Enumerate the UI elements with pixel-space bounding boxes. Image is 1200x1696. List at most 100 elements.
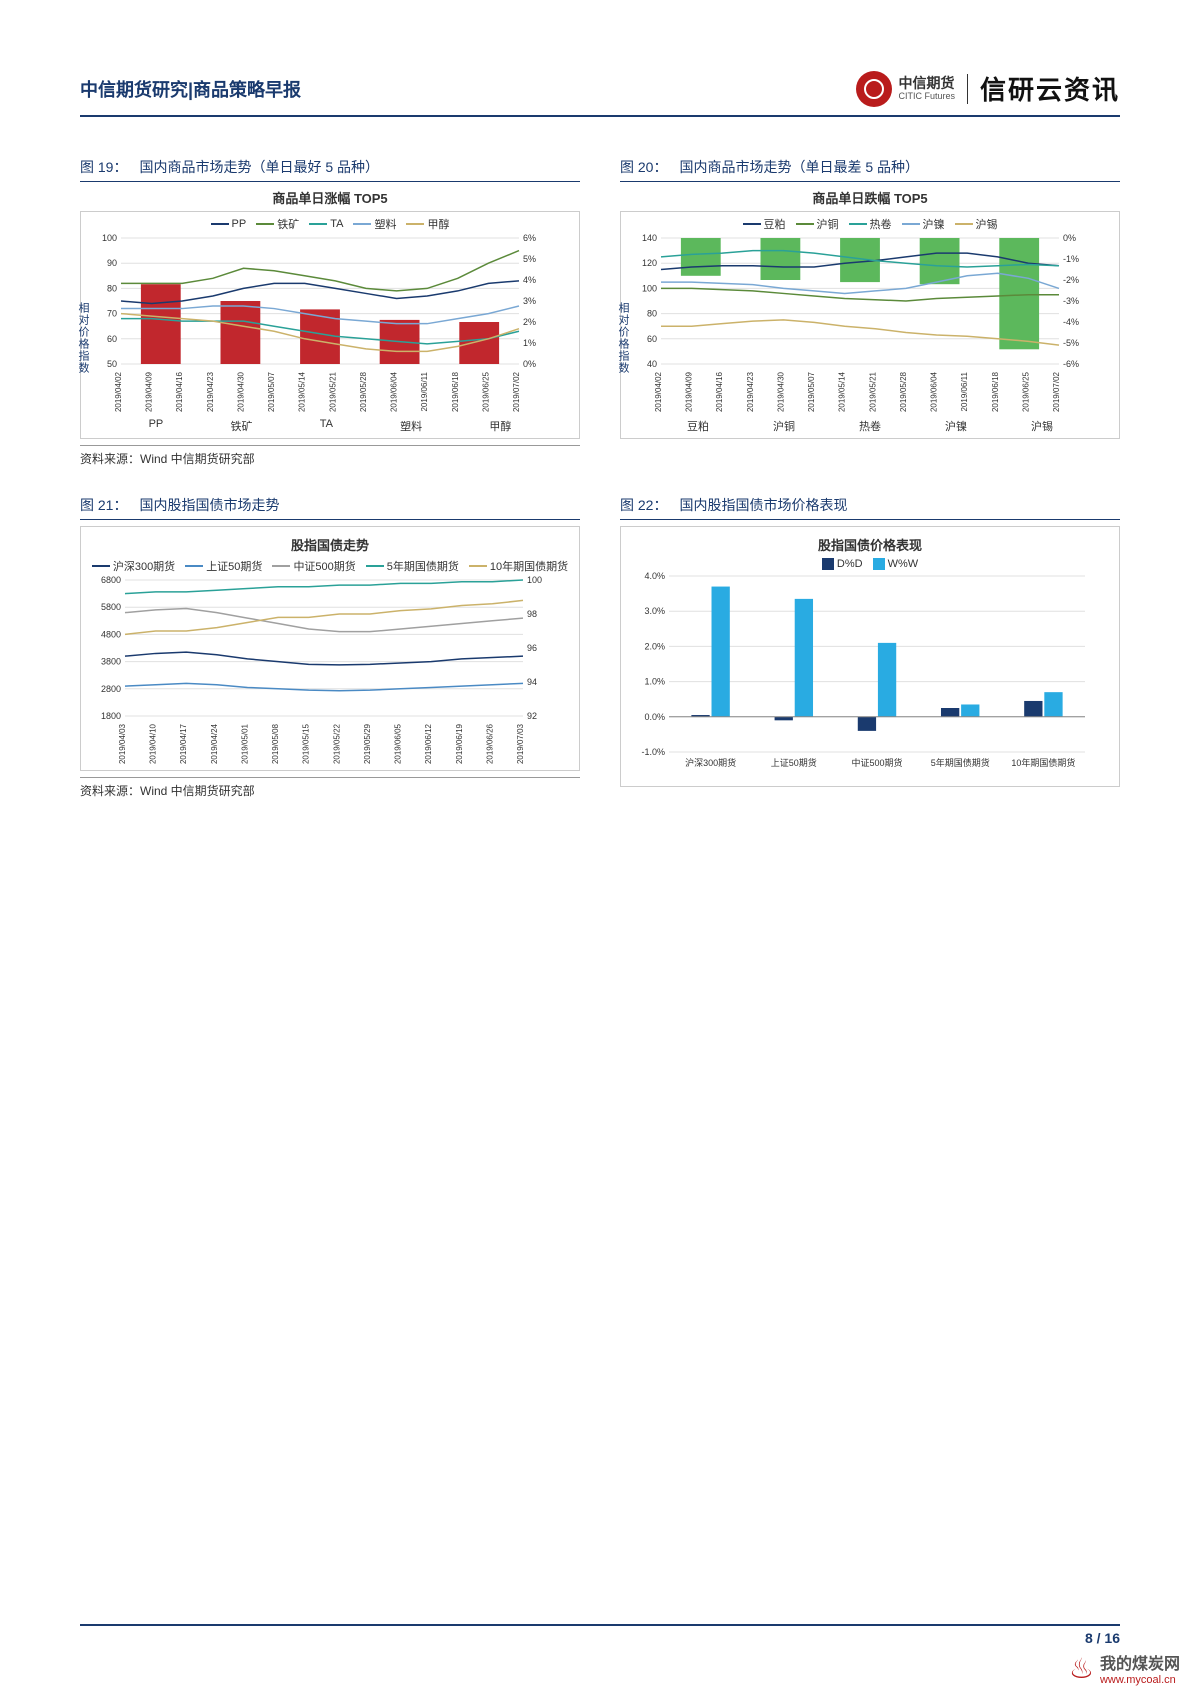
svg-text:2019/05/07: 2019/05/07 xyxy=(267,371,276,412)
svg-text:92: 92 xyxy=(527,711,537,721)
header-title: 中信期货研究|商品策略早报 xyxy=(80,76,301,102)
flame-icon: ♨ xyxy=(1069,1652,1094,1685)
brand-text: 信研云资讯 xyxy=(980,70,1120,107)
svg-text:2.0%: 2.0% xyxy=(644,641,665,651)
svg-text:2019/05/14: 2019/05/14 xyxy=(298,371,307,412)
svg-text:2019/04/02: 2019/04/02 xyxy=(654,371,663,412)
svg-text:上证50期货: 上证50期货 xyxy=(771,757,817,768)
svg-text:0.0%: 0.0% xyxy=(644,712,665,722)
svg-text:2019/04/24: 2019/04/24 xyxy=(210,723,219,764)
svg-text:4800: 4800 xyxy=(101,629,121,639)
svg-text:1%: 1% xyxy=(523,338,536,348)
svg-text:3%: 3% xyxy=(523,296,536,306)
svg-text:60: 60 xyxy=(647,334,657,344)
chart-19-legend: PP铁矿TA塑料甲醇 xyxy=(85,216,575,232)
svg-text:5年期国债期货: 5年期国债期货 xyxy=(931,757,990,768)
svg-text:2019/06/04: 2019/06/04 xyxy=(930,371,939,412)
svg-text:2019/04/17: 2019/04/17 xyxy=(179,723,188,764)
chart-20-block: 图 20： 国内商品市场走势（单日最差 5 品种） 商品单日跌幅 TOP5 豆粕… xyxy=(620,157,1120,467)
svg-text:98: 98 xyxy=(527,609,537,619)
svg-text:0%: 0% xyxy=(1063,234,1076,243)
svg-text:2019/05/08: 2019/05/08 xyxy=(271,723,280,764)
svg-text:2019/06/18: 2019/06/18 xyxy=(991,371,1000,412)
svg-text:-6%: -6% xyxy=(1063,359,1079,369)
chart-22-legend: D%DW%W xyxy=(625,558,1115,570)
svg-text:5800: 5800 xyxy=(101,602,121,612)
svg-text:40: 40 xyxy=(647,359,657,369)
fig-22-num: 图 22： xyxy=(620,495,667,515)
chart-22-area: 股指国债价格表现 D%DW%W -1.0%0.0%1.0%2.0%3.0%4.0… xyxy=(620,526,1120,787)
page-footer: 8 / 16 xyxy=(80,1624,1120,1646)
svg-text:2019/05/28: 2019/05/28 xyxy=(899,371,908,412)
source-19: 资料来源：Wind 中信期货研究部 xyxy=(80,445,580,467)
fig-19-title: 国内商品市场走势（单日最好 5 品种） xyxy=(139,157,379,177)
svg-text:2019/07/02: 2019/07/02 xyxy=(512,371,521,412)
svg-text:-5%: -5% xyxy=(1063,338,1079,348)
chart-21-block: 图 21： 国内股指国债市场走势 股指国债走势 沪深300期货上证50期货中证5… xyxy=(80,495,580,799)
fig-20-title: 国内商品市场走势（单日最差 5 品种） xyxy=(679,157,919,177)
chart-21-area: 股指国债走势 沪深300期货上证50期货中证500期货5年期国债期货10年期国债… xyxy=(80,526,580,771)
svg-text:2019/04/16: 2019/04/16 xyxy=(175,371,184,412)
svg-text:2019/06/12: 2019/06/12 xyxy=(424,723,433,764)
chart-19-block: 图 19： 国内商品市场走势（单日最好 5 品种） 商品单日涨幅 TOP5 PP… xyxy=(80,157,580,467)
svg-text:6800: 6800 xyxy=(101,576,121,585)
svg-text:-2%: -2% xyxy=(1063,275,1079,285)
svg-text:2019/04/02: 2019/04/02 xyxy=(114,371,123,412)
logo-icon xyxy=(856,71,892,107)
watermark-text: 我的煤炭网 xyxy=(1100,1650,1180,1674)
svg-text:1800: 1800 xyxy=(101,711,121,721)
svg-text:中证500期货: 中证500期货 xyxy=(851,757,902,768)
chart-20-svg: 406080100120140-6%-5%-4%-3%-2%-1%0%2019/… xyxy=(625,234,1095,414)
svg-text:2019/04/10: 2019/04/10 xyxy=(149,723,158,764)
watermark: ♨ 我的煤炭网 www.mycoal.cn xyxy=(1069,1650,1180,1686)
svg-text:2019/06/25: 2019/06/25 xyxy=(1021,371,1030,412)
svg-text:2019/05/21: 2019/05/21 xyxy=(868,371,877,412)
svg-text:2019/06/26: 2019/06/26 xyxy=(485,723,494,764)
svg-text:2019/04/23: 2019/04/23 xyxy=(746,371,755,412)
svg-text:2019/05/21: 2019/05/21 xyxy=(328,371,337,412)
svg-text:80: 80 xyxy=(647,309,657,319)
page-number: 8 / 16 xyxy=(1085,1630,1120,1646)
chart-21-svg: 180028003800480058006800929496981002019/… xyxy=(85,576,555,766)
svg-text:2019/04/30: 2019/04/30 xyxy=(776,371,785,412)
svg-text:2019/05/14: 2019/05/14 xyxy=(838,371,847,412)
svg-text:2019/06/25: 2019/06/25 xyxy=(481,371,490,412)
chart-21-title: 股指国债走势 xyxy=(85,535,575,554)
svg-text:96: 96 xyxy=(527,643,537,653)
svg-text:94: 94 xyxy=(527,677,537,687)
chart-19-title: 商品单日涨幅 TOP5 xyxy=(80,188,580,207)
source-21: 资料来源：Wind 中信期货研究部 xyxy=(80,777,580,799)
svg-text:50: 50 xyxy=(107,359,117,369)
svg-text:90: 90 xyxy=(107,258,117,268)
svg-text:2019/04/03: 2019/04/03 xyxy=(118,723,127,764)
fig-20-num: 图 20： xyxy=(620,157,667,177)
chart-19-categories: PP铁矿TA塑料甲醇 xyxy=(85,418,575,434)
svg-text:3800: 3800 xyxy=(101,657,121,667)
header-logo-group: 中信期货 CITIC Futures 信研云资讯 xyxy=(856,70,1120,107)
chart-20-categories: 豆粕沪铜热卷沪镍沪锡 xyxy=(625,418,1115,434)
svg-text:100: 100 xyxy=(102,234,117,243)
svg-text:4.0%: 4.0% xyxy=(644,572,665,581)
svg-text:2019/04/16: 2019/04/16 xyxy=(715,371,724,412)
svg-text:-1%: -1% xyxy=(1063,254,1079,264)
chart-19-area: PP铁矿TA塑料甲醇 相对价格指数 50607080901000%1%2%3%4… xyxy=(80,211,580,439)
svg-text:2019/07/02: 2019/07/02 xyxy=(1052,371,1061,412)
svg-text:0%: 0% xyxy=(523,359,536,369)
svg-text:2019/05/15: 2019/05/15 xyxy=(302,723,311,764)
fig-21-title: 国内股指国债市场走势 xyxy=(139,495,279,515)
chart-22-svg: -1.0%0.0%1.0%2.0%3.0%4.0%沪深300期货上证50期货中证… xyxy=(625,572,1095,782)
chart-20-legend: 豆粕沪铜热卷沪镍沪锡 xyxy=(625,216,1115,232)
svg-text:2019/04/30: 2019/04/30 xyxy=(236,371,245,412)
chart-19-ylabel: 相对价格指数 xyxy=(75,302,91,374)
chart-20-ylabel: 相对价格指数 xyxy=(615,302,631,374)
logo-sub-text: CITIC Futures xyxy=(898,91,955,101)
svg-text:10年期国债期货: 10年期国债期货 xyxy=(1011,757,1075,768)
svg-text:2019/06/11: 2019/06/11 xyxy=(420,371,429,411)
svg-text:100: 100 xyxy=(527,576,542,585)
svg-text:-3%: -3% xyxy=(1063,296,1079,306)
fig-21-num: 图 21： xyxy=(80,495,127,515)
svg-text:80: 80 xyxy=(107,283,117,293)
svg-text:-1.0%: -1.0% xyxy=(641,747,665,757)
chart-22-block: 图 22： 国内股指国债市场价格表现 股指国债价格表现 D%DW%W -1.0%… xyxy=(620,495,1120,799)
svg-text:2019/04/09: 2019/04/09 xyxy=(685,371,694,412)
